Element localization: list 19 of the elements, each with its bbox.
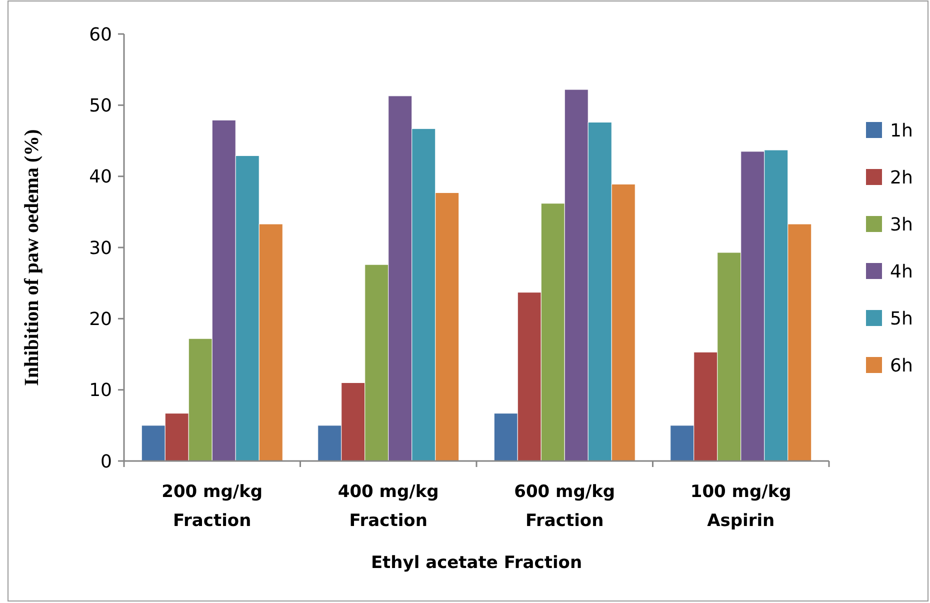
y-tick-label: 10 — [89, 380, 112, 402]
y-tick-label: 60 — [89, 24, 112, 46]
legend-label: 1h — [890, 120, 913, 142]
y-tick-label: 50 — [89, 95, 112, 116]
legend-label: 3h — [890, 214, 913, 236]
x-axis-title: Ethyl acetate Fraction — [370, 553, 582, 573]
y-tick-label: 30 — [89, 238, 112, 259]
y-tick-label: 0 — [100, 451, 112, 472]
legend-label: 2h — [890, 167, 913, 188]
x-tick-label: 100 mg/kg Aspirin — [690, 482, 792, 531]
x-tick-label: 200 mg/kg Fraction — [162, 482, 263, 531]
x-tick-label: 600 mg/kg Fraction — [514, 482, 616, 531]
legend-label: 6h — [890, 355, 913, 376]
x-tick-label: 400 mg/kg Fraction — [338, 482, 439, 531]
legend-label: 5h — [890, 308, 913, 330]
y-tick-label: 40 — [89, 166, 112, 188]
y-tick-label: 20 — [89, 308, 112, 330]
y-axis-title: Inhibition of paw oedema (%) — [21, 129, 43, 386]
legend-label: 4h — [890, 261, 913, 282]
